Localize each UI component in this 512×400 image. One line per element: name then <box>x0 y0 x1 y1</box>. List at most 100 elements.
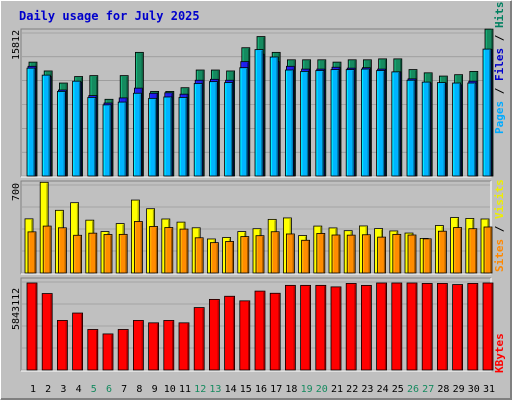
visits-bar-sites-day-26 <box>407 234 417 274</box>
x-label-day-30: 30 <box>468 384 480 395</box>
visits-bar-sites-day-5 <box>88 232 98 274</box>
visits-bar-sites-day-19 <box>301 239 311 274</box>
hits-bar-pages-day-31 <box>482 48 492 177</box>
x-label-day-4: 4 <box>76 384 82 395</box>
hits-bar-pages-day-2 <box>41 74 51 177</box>
x-label-day-8: 8 <box>136 384 142 395</box>
visits-label-part-0: Sites <box>493 239 506 272</box>
visits-panel-bevel-dark <box>20 180 491 274</box>
hits-label-part-3: / <box>493 28 506 48</box>
hits-bar-pages-day-29 <box>452 82 462 177</box>
hits-bar-pages-day-23 <box>360 68 370 177</box>
visits-series-label: Sites / Visits <box>493 179 506 272</box>
kbytes-bar-kbytes-day-21 <box>330 286 342 371</box>
hits-panel-bevel-dark <box>20 28 491 177</box>
visits-bar-sites-day-14 <box>225 241 235 274</box>
kbytes-bar-kbytes-day-17 <box>269 292 281 371</box>
visits-bar-sites-day-21 <box>331 234 341 274</box>
x-label-day-21: 21 <box>331 384 343 395</box>
x-label-day-13: 13 <box>209 384 221 395</box>
hits-panel: 15812 Pages / Files / Hits <box>11 2 506 178</box>
visits-bar-sites-day-20 <box>316 233 326 274</box>
kbytes-bar-kbytes-day-31 <box>482 282 494 371</box>
x-label-day-7: 7 <box>121 384 127 395</box>
kbytes-bar-kbytes-day-19 <box>300 284 312 371</box>
kbytes-bar-kbytes-day-12 <box>193 307 205 371</box>
visits-bar-sites-day-16 <box>255 235 265 274</box>
x-label-day-19: 19 <box>301 384 313 395</box>
kbytes-bar-kbytes-day-3 <box>57 320 68 371</box>
hits-bar-pages-day-3 <box>57 90 66 177</box>
kbytes-bar-kbytes-day-10 <box>163 320 175 371</box>
kbytes-bar-kbytes-day-15 <box>239 300 251 371</box>
visits-bar-sites-day-24 <box>377 236 387 274</box>
hits-bar-pages-day-19 <box>300 71 310 177</box>
kbytes-bars <box>26 282 494 371</box>
visits-bar-sites-day-31 <box>483 226 493 274</box>
visits-bar-sites-day-27 <box>422 238 432 274</box>
hits-label-part-0: Pages <box>493 101 506 134</box>
hits-bar-pages-day-4 <box>72 80 81 177</box>
x-label-day-25: 25 <box>392 384 404 395</box>
visits-bar-sites-day-10 <box>164 227 174 274</box>
hits-bars <box>26 28 494 177</box>
kbytes-bar-kbytes-day-22 <box>345 283 357 371</box>
kbytes-bar-kbytes-day-29 <box>452 284 464 371</box>
visits-ymax-label: 700 <box>11 183 22 201</box>
x-label-day-27: 27 <box>422 384 434 395</box>
kbytes-bar-kbytes-day-27 <box>421 283 433 371</box>
x-label-day-12: 12 <box>194 384 206 395</box>
visits-panel: 700 Sites / Visits <box>11 179 506 275</box>
hits-bar-pages-day-25 <box>391 71 401 177</box>
visits-panel-bevel-light <box>21 181 492 275</box>
hits-bar-pages-day-9 <box>148 97 158 177</box>
hits-bar-pages-day-22 <box>345 69 355 177</box>
kbytes-bar-kbytes-day-7 <box>117 329 129 371</box>
hits-bar-pages-day-20 <box>315 70 325 177</box>
hits-bar-pages-day-16 <box>254 49 264 177</box>
kbytes-bar-kbytes-day-26 <box>406 282 418 371</box>
visits-bar-sites-day-13 <box>209 242 219 274</box>
hits-bar-pages-day-6 <box>102 104 112 177</box>
kbytes-bar-kbytes-day-5 <box>87 329 99 371</box>
kbytes-bar-kbytes-day-18 <box>284 284 296 371</box>
hits-bar-pages-day-15 <box>239 67 249 177</box>
visits-bars <box>24 181 493 274</box>
hits-ymax-label: 15812 <box>11 30 22 60</box>
hits-label-part-4: Hits <box>493 2 506 29</box>
hits-label-part-1: / <box>493 81 506 101</box>
kbytes-bar-kbytes-day-16 <box>254 290 266 371</box>
x-label-day-18: 18 <box>285 384 297 395</box>
visits-label-part-1: / <box>493 219 506 239</box>
hits-bar-pages-day-27 <box>421 81 431 177</box>
chart-title: Daily usage for July 2025 <box>19 9 200 23</box>
x-label-day-17: 17 <box>270 384 282 395</box>
kbytes-bar-kbytes-day-9 <box>148 322 160 371</box>
kbytes-bar-kbytes-day-30 <box>467 283 479 371</box>
hits-label-part-2: Files <box>493 48 506 81</box>
x-label-day-9: 9 <box>152 384 158 395</box>
kbytes-bar-kbytes-day-13 <box>208 298 220 371</box>
hits-bar-pages-day-13 <box>208 81 218 177</box>
hits-bar-pages-day-5 <box>87 97 97 177</box>
hits-bar-pages-day-11 <box>178 97 188 177</box>
visits-bar-sites-day-1 <box>27 231 37 274</box>
visits-bar-sites-day-3 <box>58 227 67 274</box>
visits-bar-sites-day-28 <box>437 230 447 274</box>
visits-bar-sites-day-9 <box>149 226 159 274</box>
visits-bar-sites-day-8 <box>133 221 143 274</box>
visits-label-part-2: Visits <box>493 179 506 219</box>
visits-bar-sites-day-18 <box>285 233 295 274</box>
hits-bar-pages-day-18 <box>284 69 294 177</box>
x-label-day-20: 20 <box>316 384 328 395</box>
visits-bar-sites-day-7 <box>118 233 128 274</box>
kbytes-label-part-0: KBytes <box>493 333 506 373</box>
hits-bar-pages-day-10 <box>163 96 173 177</box>
kbytes-series-label: KBytes <box>493 333 506 373</box>
hits-bar-pages-day-21 <box>330 69 340 177</box>
visits-bar-sites-day-4 <box>73 234 82 274</box>
hits-bar-pages-day-24 <box>376 70 386 177</box>
hits-bar-pages-day-28 <box>436 82 446 177</box>
